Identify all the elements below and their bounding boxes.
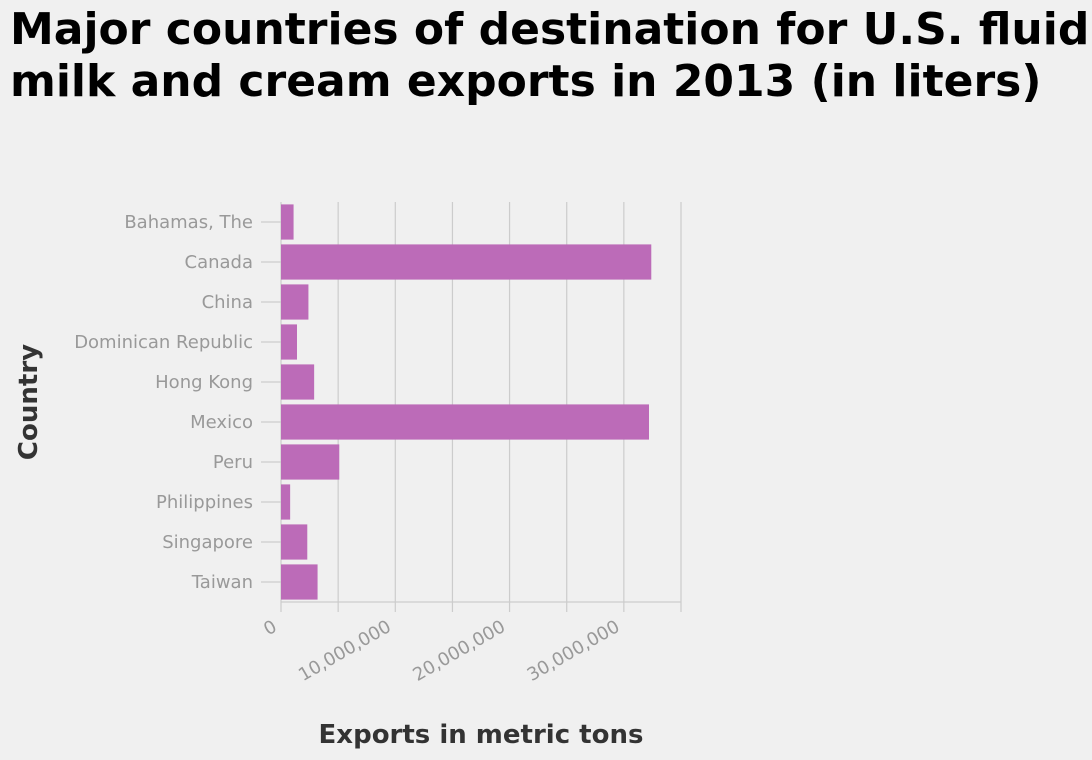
y-axis: Bahamas, The Canada China Dominican Republi… [74, 212, 281, 593]
y-tick-label: Bahamas, The [124, 212, 253, 233]
y-tick-label: China [202, 292, 253, 313]
x-axis: 0 10,000,000 20,000,000 30,000,000 [260, 616, 623, 686]
y-tick-label: Dominican Republic [74, 332, 253, 353]
y-tick-label: Philippines [156, 492, 253, 513]
bar-hong-kong [281, 364, 315, 400]
bar-singapore [281, 524, 308, 560]
bars [281, 204, 652, 600]
x-tick-label: 30,000,000 [524, 616, 624, 686]
x-tick-label: 10,000,000 [295, 616, 395, 686]
bar-peru [281, 444, 340, 480]
bar-bahamas-the [281, 204, 294, 240]
bar-philippines [281, 484, 291, 520]
bar-canada [281, 244, 652, 280]
bar-taiwan [281, 564, 318, 600]
y-tick-label: Singapore [162, 532, 253, 553]
x-tick-label: 20,000,000 [409, 616, 509, 686]
y-tick-label: Canada [185, 252, 254, 273]
y-tick-label: Taiwan [191, 572, 253, 593]
y-tick-label: Mexico [190, 412, 253, 433]
bar-dominican-republic [281, 324, 297, 360]
bar-china [281, 284, 309, 320]
bar-mexico [281, 404, 649, 440]
y-axis-title: Country [14, 344, 44, 460]
y-tick-label: Hong Kong [155, 372, 253, 393]
x-tick-label: 0 [260, 616, 280, 640]
chart-title: Major countries of destination for U.S. … [10, 4, 1090, 107]
y-tick-label: Peru [213, 452, 253, 473]
x-axis-title: Exports in metric tons [319, 720, 644, 750]
